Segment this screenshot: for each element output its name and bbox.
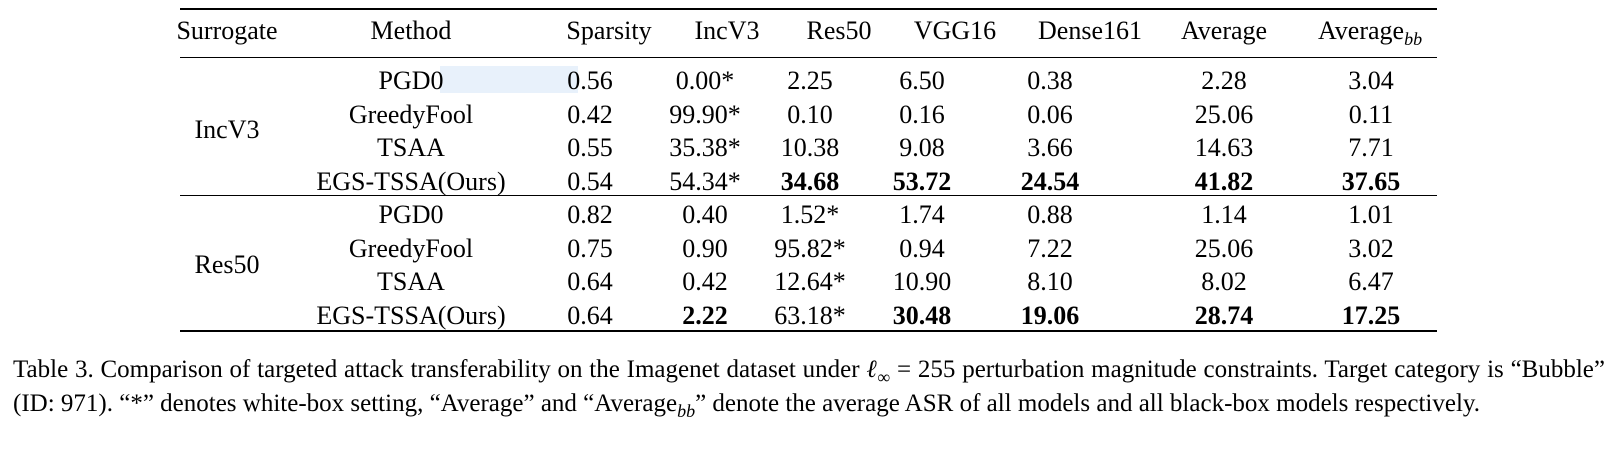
table-cell-res50: 0.10 [787,99,833,129]
table-cell-incv3: 2.22 [682,300,728,330]
table-cell-method: PGD0 [378,66,444,95]
caption-part2-sub: bb [677,401,696,421]
top-rule [180,8,1437,10]
table-cell-dense161: 19.06 [1020,300,1080,330]
header-surrogate: Surrogate [176,16,278,45]
table-cell-average: 28.74 [1194,300,1254,330]
table-cell-sparsity: 0.64 [567,300,613,330]
table-cell-average-bb: 17.25 [1341,300,1401,330]
table-cell-average-bb: 37.65 [1341,166,1401,196]
table-cell-average-bb: 7.71 [1348,133,1394,162]
table-cell-incv3: 0.00* [675,66,735,95]
table-cell-res50: 95.82* [774,233,846,263]
table-cell-res50: 1.52* [780,200,840,229]
table-cell-res50: 12.64* [774,267,846,296]
table-cell-sparsity: 0.75 [567,233,613,263]
table-cell-incv3: 0.40 [682,200,728,229]
table-cell-res50: 10.38 [780,133,840,162]
table-cell-sparsity: 0.82 [567,200,613,229]
table-cell-incv3: 54.34* [669,166,741,196]
table-cell-average: 25.06 [1194,99,1254,129]
table-cell-vgg16: 1.74 [899,200,945,229]
table-cell-sparsity: 0.64 [567,267,613,296]
table-cell-average-bb: 3.04 [1348,66,1394,95]
table-cell-sparsity: 0.54 [567,166,613,196]
table-cell-method: EGS-TSSA(Ours) [316,300,506,330]
table-cell-dense161: 3.66 [1027,133,1073,162]
table-cell-sparsity: 0.42 [567,99,613,129]
table-cell-dense161: 8.10 [1027,267,1073,296]
table-cell-average-bb: 6.47 [1348,267,1394,296]
header-method: Method [370,16,452,45]
table-cell-incv3: 0.42 [682,267,728,296]
table-cell-vgg16: 0.16 [899,99,945,129]
table-cell-incv3: 99.90* [669,99,741,129]
caption-part2: perturbation magnitude constraints. Targ… [13,356,1605,417]
table-cell-res50: 34.68 [780,166,840,196]
table-cell-method: PGD0 [378,200,444,229]
header-res50: Res50 [806,16,872,45]
table-cell-average: 25.06 [1194,233,1254,263]
header-incv3: IncV3 [694,16,760,45]
table-cell-vgg16: 53.72 [892,166,952,196]
table-cell-res50: 63.18* [774,300,846,330]
header-average: Average [1180,16,1268,45]
table-cell-method: EGS-TSSA(Ours) [316,166,506,196]
group-rule [180,195,1437,196]
caption-math-eq: = 255 [890,356,956,383]
table-cell-res50: 2.25 [787,66,833,95]
header-sparsity: Sparsity [566,16,652,45]
table-cell-method: GreedyFool [348,233,474,263]
table-cell-sparsity: 0.55 [567,133,613,162]
table-cell-vgg16: 30.48 [892,300,952,330]
table-cell-method: TSAA [377,133,445,162]
table-cell-sparsity: 0.56 [567,66,613,95]
table-caption: Table 3. Comparison of targeted attack t… [13,353,1605,421]
table-cell-vgg16: 9.08 [899,133,945,162]
table-cell-dense161: 0.06 [1027,99,1073,129]
caption-math-l: ℓ [866,356,878,383]
table-cell-method: TSAA [377,267,445,296]
table-cell-dense161: 0.38 [1027,66,1073,95]
caption-part1: Table 3. Comparison of targeted attack t… [13,356,867,383]
caption-math-sub: ∞ [877,367,891,387]
table-cell-average-bb: 3.02 [1348,233,1394,263]
table-cell-dense161: 24.54 [1020,166,1080,196]
header-average-bb-sub: bb [1404,29,1423,49]
header-average-bb-label: Average [1317,16,1405,45]
header-rule [180,57,1437,58]
bottom-rule [180,330,1437,332]
caption-part3: ” denote the average ASR of all models a… [695,390,1481,417]
header-vgg16: VGG16 [913,16,997,45]
table-cell-average-bb: 1.01 [1348,200,1394,229]
table-cell-dense161: 0.88 [1027,200,1073,229]
table-cell-average: 1.14 [1201,200,1247,229]
surrogate-label: Res50 [194,250,260,279]
header-dense161: Dense161 [1038,16,1142,45]
table-cell-method: GreedyFool [348,99,474,129]
table-cell-average: 2.28 [1201,66,1247,95]
table-cell-average: 41.82 [1194,166,1254,196]
table-cell-average: 14.63 [1194,133,1254,162]
table-cell-incv3: 0.90 [682,233,728,263]
table-cell-average-bb: 0.11 [1348,99,1394,129]
table-cell-vgg16: 6.50 [899,66,945,95]
cell-highlight [440,66,578,93]
table-cell-vgg16: 10.90 [892,267,952,296]
header-average-bb: Averagebb [1317,16,1423,49]
table-cell-vgg16: 0.94 [899,233,945,263]
surrogate-label: IncV3 [194,115,260,144]
table-cell-dense161: 7.22 [1027,233,1073,263]
table-cell-incv3: 35.38* [669,133,741,162]
table-cell-average: 8.02 [1201,267,1247,296]
